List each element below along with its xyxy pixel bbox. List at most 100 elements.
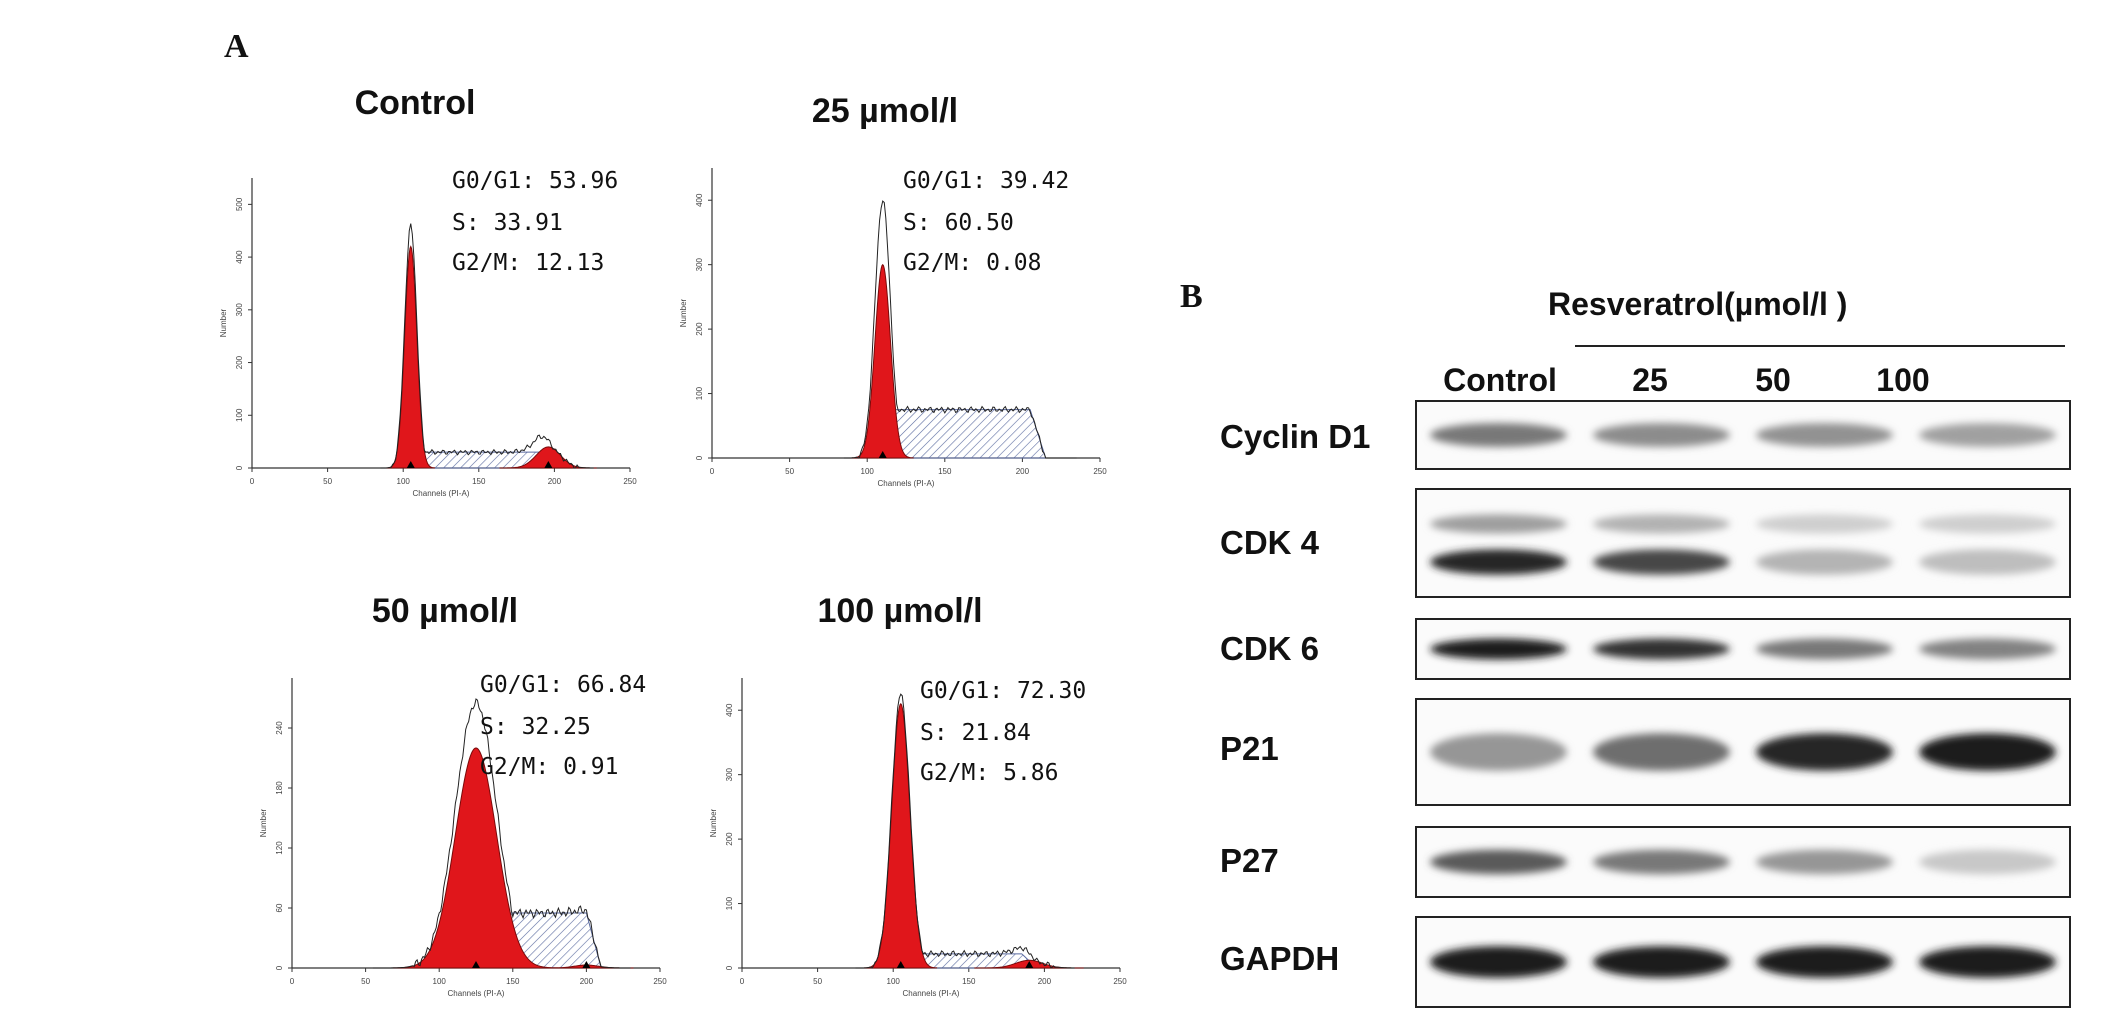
blot-gapdh: [1415, 916, 2071, 1008]
band-lane-4: [1919, 423, 2056, 447]
y-tick-label: 300: [725, 767, 734, 781]
x-tick-label: 200: [1038, 977, 1052, 986]
band-lane-3: [1756, 549, 1893, 575]
stat-g2m-100: G2/M: 5.86: [920, 760, 1059, 786]
y-tick-label: 200: [695, 322, 704, 336]
y-tick-label: 200: [725, 832, 734, 846]
upper-band-lane-4: [1919, 514, 2056, 534]
histogram-25: 0 50 100 150 200 250 0 100 200 300 400 Channels (PI…: [679, 168, 1107, 488]
histogram-outline: [855, 693, 1075, 969]
y-axis-label: Number: [709, 808, 718, 837]
band-lane-2: [1593, 946, 1730, 978]
y-tick-label: 400: [235, 250, 244, 264]
g1-marker: [472, 961, 480, 968]
stat-g0g1-25: G0/G1: 39.42: [903, 168, 1070, 194]
protein-label-cdk4: CDK 4: [1220, 524, 1320, 561]
stat-g2m-25: G2/M: 0.08: [903, 250, 1042, 276]
x-tick-label: 150: [962, 977, 976, 986]
x-tick-label: 50: [361, 977, 370, 986]
g1-marker: [878, 451, 887, 458]
y-tick-label: 300: [235, 303, 244, 317]
blot-cdk6: [1415, 618, 2071, 680]
histogram-title-50: 50 µmol/l: [371, 592, 519, 630]
band-lane-4: [1919, 733, 2056, 771]
histogram-100: 0 50 100 150 200 250 0 100 200 300 400 Channels (PI…: [709, 678, 1127, 998]
histogram-title-control: Control: [354, 84, 476, 122]
histogram-title-100: 100 µmol/l: [817, 592, 983, 630]
x-tick-label: 150: [938, 467, 952, 476]
y-tick-label: 100: [725, 896, 734, 910]
x-tick-label: 0: [250, 477, 255, 486]
y-tick-label: 0: [275, 965, 284, 970]
band-lane-4: [1919, 549, 2056, 575]
lane-label-50: 50: [1755, 362, 1791, 398]
g2-marker: [544, 461, 553, 468]
upper-band-lane-2: [1593, 514, 1730, 534]
stat-s-100: S: 21.84: [920, 720, 1031, 746]
x-tick-label: 200: [1016, 467, 1030, 476]
lane-label-25: 25: [1632, 362, 1668, 398]
band-lane-3: [1756, 733, 1893, 771]
x-tick-label: 200: [580, 977, 594, 986]
y-tick-label: 100: [695, 386, 704, 400]
stat-g2m-control: G2/M: 12.13: [452, 250, 605, 276]
band-lane-2: [1593, 423, 1730, 447]
histogram-outline: [380, 223, 594, 469]
x-tick-label: 250: [623, 477, 637, 486]
x-tick-label: 0: [740, 977, 745, 986]
band-lane-4: [1919, 946, 2056, 978]
x-tick-label: 100: [433, 977, 447, 986]
g0g1-peak: [386, 245, 435, 469]
panel-b-label: B: [1180, 278, 1203, 315]
g0g1-peak: [851, 263, 914, 459]
blot-p21: [1415, 698, 2071, 806]
stat-g0g1-50: G0/G1: 66.84: [480, 672, 647, 698]
g1-marker: [406, 461, 415, 468]
band-lane-2: [1593, 549, 1730, 575]
x-tick-label: 150: [506, 977, 520, 986]
stat-g0g1-control: G0/G1: 53.96: [452, 168, 619, 194]
y-tick-label: 300: [695, 257, 704, 271]
y-tick-label: 0: [725, 965, 734, 970]
panel-a-label: A: [224, 28, 249, 65]
x-tick-label: 50: [785, 467, 794, 476]
x-tick-label: 0: [290, 977, 295, 986]
x-axis-label: Channels (PI-A): [903, 989, 960, 998]
y-tick-label: 180: [275, 781, 284, 795]
histogram-outline: [372, 698, 631, 969]
x-axis-label: Channels (PI-A): [448, 989, 505, 998]
lane-label-100: 100: [1876, 362, 1930, 398]
lane-label-control: Control: [1443, 362, 1557, 398]
y-tick-label: 400: [695, 193, 704, 207]
stat-g0g1-100: G0/G1: 72.30: [920, 678, 1087, 704]
band-lane-2: [1593, 733, 1730, 771]
x-tick-label: 200: [548, 477, 562, 486]
y-tick-label: 500: [235, 197, 244, 211]
stat-g2m-50: G2/M: 0.91: [480, 754, 619, 780]
stat-s-25: S: 60.50: [903, 210, 1014, 236]
panel-a: A Control 0 50 100 150 200 250 0 100 200 300 400 50…: [219, 28, 1127, 998]
protein-label-cyclin-d1: Cyclin D1: [1220, 418, 1371, 455]
band-lane-3: [1756, 849, 1893, 875]
band-lane-3: [1756, 946, 1893, 978]
band-lane-1: [1430, 549, 1567, 575]
x-axis-label: Channels (PI-A): [413, 489, 470, 498]
g2-marker: [582, 961, 591, 968]
band-lane-3: [1756, 638, 1893, 660]
blot-cyclin-d1: [1415, 400, 2071, 470]
band-lane-4: [1919, 849, 2056, 875]
histogram-outline: [843, 200, 1077, 459]
y-tick-label: 400: [725, 703, 734, 717]
y-axis-label: Number: [219, 308, 228, 337]
y-tick-label: 0: [235, 465, 244, 470]
panel-b: B Resveratrol(µmol/l ) Control 25 50 100…: [1160, 0, 2126, 1026]
g1-marker: [896, 961, 905, 968]
x-tick-label: 50: [813, 977, 822, 986]
x-tick-label: 100: [861, 467, 875, 476]
protein-label-cdk6: CDK 6: [1220, 630, 1320, 667]
y-axis-label: Number: [259, 808, 268, 837]
band-lane-2: [1593, 638, 1730, 660]
histogram-title-25: 25 µmol/l: [811, 92, 959, 130]
y-tick-label: 200: [235, 355, 244, 369]
